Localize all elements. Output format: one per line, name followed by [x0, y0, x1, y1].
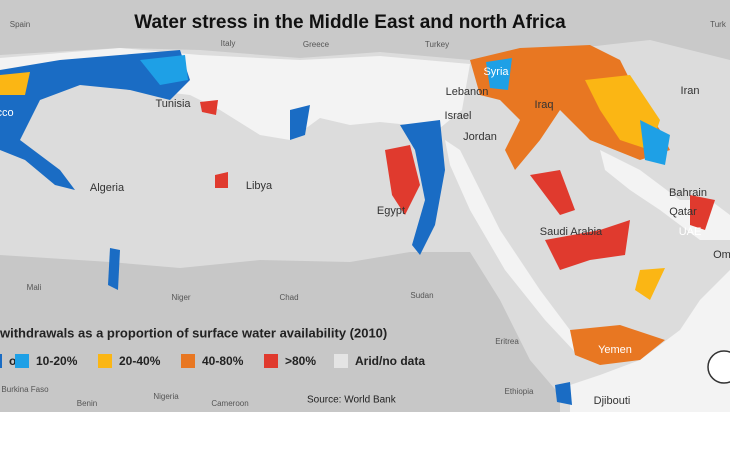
- country-label: Burkina Faso: [1, 385, 49, 394]
- legend-label: >80%: [285, 354, 316, 368]
- sahel: [0, 252, 560, 412]
- country-label: Nigeria: [153, 392, 179, 401]
- country-label: Benin: [77, 399, 97, 408]
- legend-swatch: [264, 354, 278, 368]
- labels: Spain Italy Greece Turkey Turk Syria Lebanon Ir…: [0, 20, 730, 408]
- red-sea: [445, 140, 585, 352]
- legend-swatch: [0, 354, 2, 368]
- country-label: Iran: [681, 85, 700, 97]
- europe: [0, 0, 730, 60]
- country-label: Greece: [303, 40, 330, 49]
- country-label: Eritrea: [495, 337, 519, 346]
- country-label: cco: [0, 107, 14, 119]
- country-label: Yemen: [598, 344, 632, 356]
- legend-swatch: [15, 354, 29, 368]
- title: Water stress in the Middle East and nort…: [134, 12, 566, 33]
- legend-swatch: [334, 354, 348, 368]
- country-label: Algeria: [90, 182, 125, 194]
- country-label: Mali: [27, 283, 42, 292]
- icon: [707, 350, 730, 384]
- country-label: Ethiopia: [505, 387, 534, 396]
- country-label: Bahrain: [669, 187, 707, 199]
- arabian-sea: [570, 270, 730, 412]
- country-label: Syria: [483, 66, 509, 78]
- country-label: Niger: [171, 293, 190, 302]
- country-label: Tunisia: [155, 98, 191, 110]
- country-label: Djibouti: [594, 395, 631, 407]
- legend-swatch: [98, 354, 112, 368]
- country-label: Libya: [246, 180, 273, 192]
- country-label: Egypt: [377, 205, 405, 217]
- source: Source: World Bank: [307, 395, 397, 406]
- country-label: Spain: [10, 20, 30, 29]
- legend-label: o: [9, 354, 16, 368]
- legend-label: 40-80%: [202, 354, 244, 368]
- country-label: Om: [713, 249, 730, 261]
- country-label: Iraq: [535, 99, 554, 111]
- country-label: Cameroon: [211, 399, 248, 408]
- country-label: Turk: [710, 20, 727, 29]
- stress-patches: [0, 45, 715, 405]
- legend-label: 10-20%: [36, 354, 78, 368]
- legend-label: Arid/no data: [355, 354, 425, 368]
- country-label: Israel: [445, 110, 472, 122]
- country-label: Lebanon: [446, 86, 489, 98]
- legend: o 10-20% 20-40% 40-80% >80% Arid/no data: [0, 354, 425, 368]
- legend-label: 20-40%: [119, 354, 161, 368]
- country-label: Turkey: [425, 40, 449, 49]
- country-label: Italy: [221, 39, 236, 48]
- country-label: Sudan: [410, 291, 433, 300]
- legend-title: withdrawals as a proportion of surface w…: [0, 325, 387, 340]
- country-label: Jordan: [463, 131, 497, 143]
- country-label: Qatar: [669, 206, 697, 218]
- country-label: UAE: [679, 226, 702, 238]
- country-label: Saudi Arabia: [540, 226, 603, 238]
- country-label: Chad: [279, 293, 298, 302]
- legend-swatch: [181, 354, 195, 368]
